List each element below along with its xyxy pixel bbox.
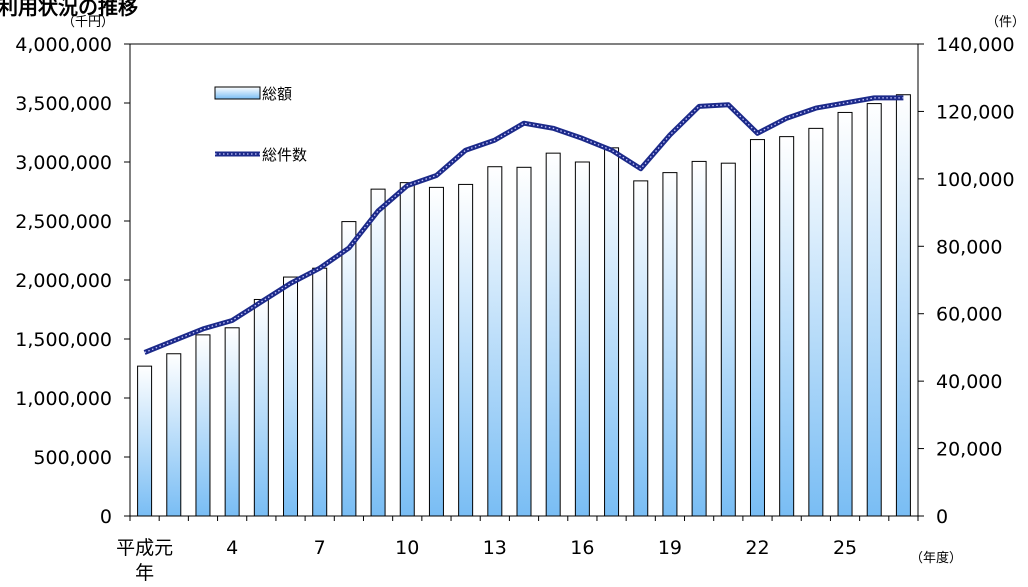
- bar-total-2: [166, 353, 182, 517]
- bar-total-26: [866, 103, 882, 517]
- x-tick-label: 平成元: [116, 537, 173, 559]
- legend-bar-swatch: [214, 86, 261, 100]
- right-tick-label: 60,000: [936, 304, 1002, 326]
- left-tick-label: 2,000,000: [15, 270, 112, 292]
- bar-total-25: [837, 111, 853, 517]
- right-tick-label: 140,000: [936, 34, 1015, 56]
- right-tick-label: 20,000: [936, 439, 1002, 461]
- bar-total-21: [720, 162, 736, 517]
- x-tick-label: 10: [395, 537, 419, 559]
- bar-total-10: [399, 182, 415, 517]
- bar-total-16: [574, 161, 590, 517]
- bar-total-17: [604, 147, 620, 517]
- right-tick-label: 120,000: [936, 101, 1015, 123]
- left-tick-label: 4,000,000: [15, 34, 112, 56]
- bar-total-15: [545, 152, 561, 517]
- left-tick-label: 1,000,000: [15, 388, 112, 410]
- legend: 総額 総件数: [214, 85, 307, 164]
- x-tick-label: 7: [314, 537, 326, 559]
- x-tick-label: 年: [135, 562, 154, 584]
- bar-total-23: [779, 136, 795, 517]
- bar-total-6: [283, 276, 299, 517]
- left-tick-label: 1,500,000: [15, 329, 112, 351]
- right-tick-label: 0: [936, 506, 948, 528]
- bar-total-5: [253, 298, 269, 517]
- x-tick-label: 25: [833, 537, 857, 559]
- bar-total-24: [808, 127, 824, 517]
- right-tick-label: 40,000: [936, 371, 1002, 393]
- bar-total-12: [458, 183, 474, 517]
- bar-total-3: [195, 334, 211, 517]
- x-tick-label: 22: [745, 537, 769, 559]
- chart-title: 利用状況の推移: [0, 0, 138, 19]
- bar-total-平成元年: [137, 365, 153, 517]
- legend-bar-label: 総額: [262, 85, 292, 103]
- x-tick-label: 13: [483, 537, 507, 559]
- x-tick-label: 4: [226, 537, 238, 559]
- bar-total-7: [312, 267, 328, 517]
- bar-total-19: [662, 172, 678, 517]
- bar-total-11: [428, 186, 444, 517]
- bar-total-27: [895, 94, 911, 517]
- x-tick-label: 19: [658, 537, 682, 559]
- bar-total-4: [224, 327, 240, 517]
- bar-total-8: [341, 221, 357, 517]
- bar-total-22: [749, 139, 765, 517]
- x-axis-unit: （年度）: [910, 550, 962, 566]
- x-tick-label: 16: [570, 537, 594, 559]
- bar-total-9: [370, 188, 386, 517]
- left-tick-label: 0: [100, 506, 112, 528]
- bar-total-14: [516, 166, 532, 517]
- right-tick-label: 100,000: [936, 169, 1015, 191]
- right-tick-label: 80,000: [936, 236, 1002, 258]
- left-tick-label: 3,000,000: [15, 152, 112, 174]
- legend-line-label: 総件数: [262, 146, 307, 164]
- bar-total-18: [633, 180, 649, 517]
- bar-total-13: [487, 166, 503, 517]
- right-axis-unit: （件）: [986, 15, 1025, 30]
- left-tick-label: 3,500,000: [15, 93, 112, 115]
- left-tick-label: 2,500,000: [15, 211, 112, 233]
- left-tick-label: 500,000: [33, 447, 112, 469]
- left-axis-unit: （千円）: [62, 15, 114, 30]
- bar-total-20: [691, 160, 707, 517]
